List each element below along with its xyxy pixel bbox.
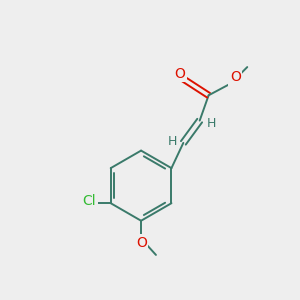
Text: Cl: Cl [82, 194, 96, 208]
Text: H: H [167, 135, 177, 148]
Text: O: O [136, 236, 147, 250]
Text: O: O [230, 70, 241, 84]
Text: O: O [174, 67, 185, 81]
Text: H: H [206, 117, 216, 130]
